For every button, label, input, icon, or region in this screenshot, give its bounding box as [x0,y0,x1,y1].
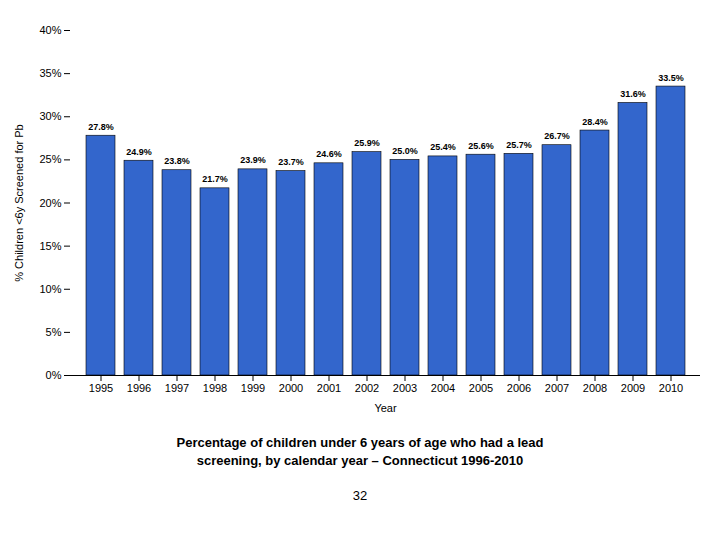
svg-text:1996: 1996 [127,382,151,394]
svg-text:23.8%: 23.8% [164,156,190,166]
html-text:Percentage of children under 6: Percentage of children under 6 years of … [176,435,544,450]
svg-text:35%: 35% [39,67,61,79]
svg-text:5%: 5% [46,326,62,338]
svg-text:31.6%: 31.6% [620,89,646,99]
svg-text:24.6%: 24.6% [316,149,342,159]
html-text:32: 32 [352,488,368,503]
svg-text:26.7%: 26.7% [544,131,570,141]
svg-text:20%: 20% [39,197,61,209]
svg-text:30%: 30% [39,110,61,122]
html-text:screening, by calendar year –: screening, by calendar year – Connecticu… [196,453,524,468]
svg-text:% Children <6y Screened for Pb: % Children <6y Screened for Pb [13,124,25,281]
svg-text:1997: 1997 [165,382,189,394]
svg-text:40%: 40% [39,24,61,36]
svg-text:2004: 2004 [431,382,455,394]
svg-text:2005: 2005 [469,382,493,394]
svg-text:24.9%: 24.9% [126,147,152,157]
svg-text:21.7%: 21.7% [202,174,228,184]
svg-text:25.4%: 25.4% [430,142,456,152]
svg-text:25.6%: 25.6% [468,141,494,151]
svg-text:2009: 2009 [621,382,645,394]
svg-text:23.9%: 23.9% [240,155,266,165]
svg-text:23.7%: 23.7% [278,157,304,167]
svg-text:28.4%: 28.4% [582,117,608,127]
svg-text:2007: 2007 [545,382,569,394]
svg-text:0%: 0% [46,369,62,381]
svg-text:25.0%: 25.0% [392,146,418,156]
svg-text:2010: 2010 [659,382,683,394]
svg-text:25.7%: 25.7% [506,140,532,150]
svg-text:Year: Year [374,402,397,414]
svg-text:2003: 2003 [393,382,417,394]
svg-text:25%: 25% [39,153,61,165]
svg-text:2002: 2002 [355,382,379,394]
svg-text:2000: 2000 [279,382,303,394]
svg-text:15%: 15% [39,240,61,252]
svg-text:1995: 1995 [89,382,113,394]
svg-text:33.5%: 33.5% [658,73,684,83]
svg-text:1998: 1998 [203,382,227,394]
svg-text:2008: 2008 [583,382,607,394]
svg-text:2001: 2001 [317,382,341,394]
svg-text:2006: 2006 [507,382,531,394]
svg-text:25.9%: 25.9% [354,138,380,148]
svg-text:27.8%: 27.8% [88,122,114,132]
svg-text:10%: 10% [39,283,61,295]
svg-text:1999: 1999 [241,382,265,394]
